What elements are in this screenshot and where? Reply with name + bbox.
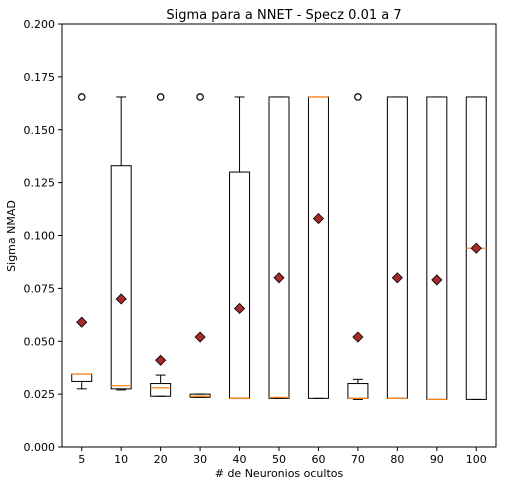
flier-point	[354, 93, 362, 101]
x-tick-label: 60	[311, 453, 325, 466]
x-tick-label: 20	[154, 453, 168, 466]
x-tick-label: 70	[351, 453, 365, 466]
x-tick-label: 90	[430, 453, 444, 466]
mean-marker	[155, 354, 167, 366]
x-tick-label: 100	[466, 453, 487, 466]
x-tick-label: 40	[233, 453, 247, 466]
mean-marker	[233, 302, 246, 315]
mean-marker	[273, 272, 285, 284]
mean-marker	[115, 293, 127, 305]
flier-point	[196, 93, 204, 101]
plot-area: 0.000 0.025 0.050 0.075 0.100 0.125 0.150 0.175…	[24, 18, 497, 466]
mean-marker	[76, 316, 88, 328]
y-tick-label: 0.100	[24, 230, 56, 243]
box-20	[150, 383, 172, 397]
y-tick-label: 0.075	[24, 282, 56, 295]
y-tick-label: 0.175	[24, 71, 56, 84]
mean-marker	[431, 274, 443, 286]
x-tick-label: 80	[390, 453, 404, 466]
box-10	[110, 165, 132, 390]
x-tick-label: 50	[272, 453, 286, 466]
chart-title: Sigma para a NNET - Specz 0.01 a 7	[166, 8, 401, 23]
mean-marker	[470, 242, 482, 254]
mean-marker	[391, 272, 403, 284]
y-tick-label: 0.025	[24, 388, 56, 401]
x-tick-label: 10	[114, 453, 128, 466]
mean-marker	[352, 331, 364, 343]
box-50	[268, 96, 290, 399]
y-tick-label: 0.150	[24, 124, 56, 137]
mean-marker	[194, 331, 206, 343]
y-tick-label: 0.050	[24, 335, 56, 348]
y-tick-label: 0.000	[24, 441, 56, 454]
x-tick-label: 5	[78, 453, 85, 466]
y-tick-label: 0.125	[24, 177, 56, 190]
flier-point	[77, 93, 86, 101]
mean-marker	[312, 213, 325, 225]
y-axis-label: Sigma NMAD	[5, 200, 18, 272]
x-axis-label: # de Neuronios ocultos	[215, 467, 344, 480]
y-tick-label: 0.200	[24, 18, 56, 31]
x-tick-label: 30	[193, 453, 207, 466]
flier-point	[156, 93, 165, 101]
